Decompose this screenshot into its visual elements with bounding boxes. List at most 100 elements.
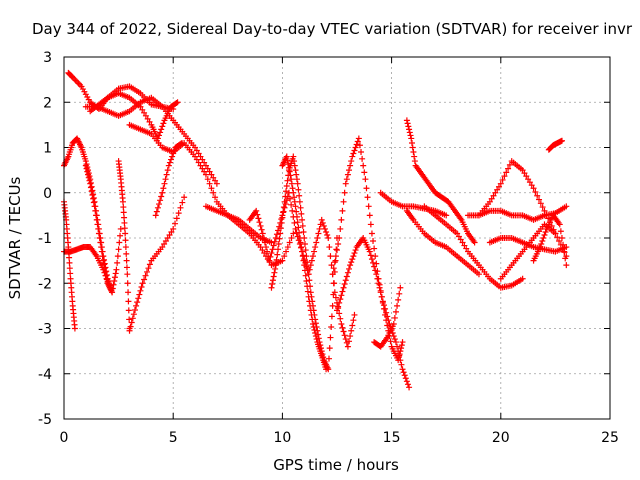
data-point [347, 333, 354, 340]
data-point [293, 176, 300, 183]
data-point [339, 288, 346, 295]
data-point [264, 248, 271, 255]
data-point [323, 228, 330, 235]
data-point [277, 230, 284, 237]
data-point [336, 299, 343, 306]
data-point [365, 203, 372, 210]
y-tick-label: -3 [38, 322, 52, 338]
data-point [295, 186, 302, 193]
data-point [404, 120, 411, 127]
data-point [85, 171, 92, 178]
data-point [286, 168, 293, 175]
data-point [523, 173, 530, 180]
data-point [561, 248, 568, 255]
data-point [291, 162, 298, 169]
x-tick-label: 20 [492, 430, 510, 446]
data-point [97, 239, 104, 246]
data-point [160, 120, 167, 127]
data-point [330, 291, 337, 298]
data-point [115, 246, 122, 253]
data-point [179, 199, 186, 206]
data-point [499, 176, 506, 183]
data-point [390, 320, 397, 327]
data-point [202, 171, 209, 178]
data-point [335, 303, 342, 310]
data-point [539, 238, 546, 245]
data-point [85, 174, 92, 181]
data-point [384, 313, 391, 320]
data-point [327, 334, 334, 341]
data-point [313, 336, 320, 343]
data-point [350, 150, 357, 157]
data-point [307, 302, 314, 309]
data-point [271, 269, 278, 276]
data-point [525, 176, 532, 183]
data-point [272, 262, 279, 269]
data-point [261, 239, 268, 246]
data-point [488, 195, 495, 202]
data-point [276, 235, 283, 242]
data-point [134, 299, 141, 306]
data-point [293, 213, 300, 220]
data-point [135, 295, 142, 302]
data-point [383, 309, 390, 316]
data-point [256, 219, 263, 226]
data-point [168, 156, 175, 163]
data-point [392, 339, 399, 346]
data-point [119, 198, 126, 205]
data-point [303, 277, 310, 284]
data-point [160, 185, 167, 192]
data-point [257, 222, 264, 229]
data-point [410, 149, 417, 156]
data-point [93, 212, 100, 219]
data-point [309, 316, 316, 323]
series-arc-10 [126, 194, 188, 334]
data-point [404, 381, 411, 388]
data-point [471, 239, 478, 246]
data-point [364, 194, 371, 201]
data-point [342, 336, 349, 343]
data-point [310, 323, 317, 330]
data-point [505, 165, 512, 172]
data-point [331, 259, 338, 266]
data-point [411, 153, 418, 160]
data-point [90, 195, 97, 202]
data-point [124, 280, 131, 287]
data-point [312, 333, 319, 340]
y-tick-label: 1 [43, 141, 52, 157]
data-point [327, 253, 334, 260]
data-point [351, 147, 358, 154]
data-point [396, 352, 403, 359]
data-point [387, 338, 394, 345]
data-point [408, 139, 415, 146]
data-point [339, 324, 346, 331]
data-point [109, 289, 116, 296]
data-point [285, 161, 292, 168]
data-point [554, 234, 561, 241]
axis-ticks: 0 5 10 15 20 25 -5 -4 -3 -2 -1 0 1 2 3 [38, 50, 619, 446]
data-point [84, 168, 91, 175]
data-point [164, 167, 171, 174]
data-point [391, 314, 398, 321]
data-point [373, 271, 380, 278]
data-point [308, 257, 315, 264]
data-point [329, 302, 336, 309]
data-point [272, 265, 279, 272]
data-point [142, 112, 149, 119]
data-point [121, 225, 128, 232]
data-point [296, 229, 303, 236]
data-point [296, 235, 303, 241]
data-point [401, 372, 408, 379]
data-point [375, 280, 382, 287]
data-point [273, 231, 280, 238]
data-point [371, 245, 378, 252]
data-point [338, 292, 345, 299]
data-point [352, 247, 359, 254]
data-point [306, 277, 313, 284]
data-point [281, 253, 288, 260]
data-point [397, 357, 404, 364]
data-point [316, 225, 323, 232]
data-point [153, 208, 160, 215]
data-point [302, 272, 309, 279]
data-point [297, 204, 304, 211]
